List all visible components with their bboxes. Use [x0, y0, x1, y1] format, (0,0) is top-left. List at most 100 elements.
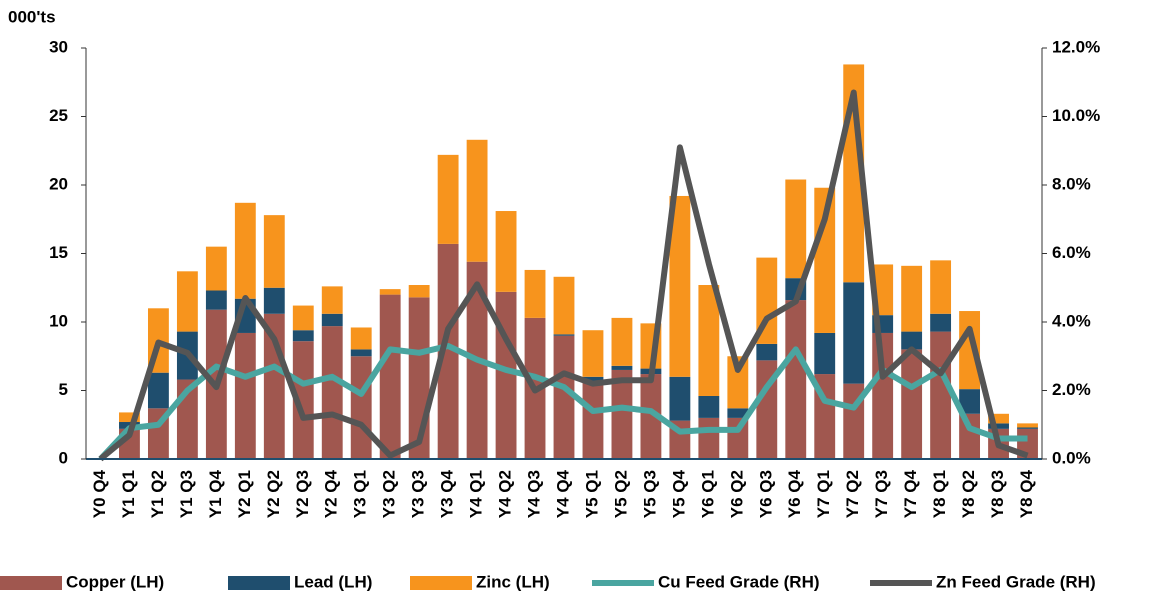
- x-tick-label: Y6 Q1: [698, 470, 717, 518]
- bar-segment: [582, 376, 604, 383]
- x-tick-label: Y8 Q2: [959, 470, 978, 518]
- bar-segment: [930, 313, 952, 332]
- y-tick-label: 10: [49, 311, 68, 330]
- bar-segment: [582, 330, 604, 377]
- x-tick-label: Y3 Q1: [351, 470, 370, 518]
- legend-swatch: [0, 576, 62, 590]
- y-axis-label: 000'ts: [8, 7, 56, 26]
- legend-swatch: [410, 576, 472, 590]
- x-tick-label: Y6 Q4: [785, 469, 804, 518]
- bar-segment: [669, 195, 691, 377]
- x-tick-label: Y5 Q4: [669, 469, 688, 518]
- bar-segment: [147, 372, 169, 409]
- bar-segment: [466, 139, 488, 262]
- bar-segment: [437, 243, 459, 459]
- y2-tick-label: 6.0%: [1052, 243, 1091, 262]
- x-tick-label: Y2 Q2: [264, 470, 283, 518]
- bar-segment: [553, 335, 575, 459]
- bar-segment: [205, 290, 227, 310]
- x-tick-label: Y2 Q1: [235, 470, 254, 518]
- x-tick-label: Y8 Q4: [1017, 469, 1036, 518]
- bar-segment: [350, 327, 372, 350]
- bar-segment: [437, 154, 459, 244]
- bar-segment: [553, 334, 575, 336]
- bar-segment: [205, 246, 227, 291]
- y-tick-label: 30: [49, 37, 68, 56]
- line-series: [98, 342, 1028, 462]
- y2-tick-label: 10.0%: [1052, 106, 1100, 125]
- x-tick-label: Y1 Q3: [177, 470, 196, 518]
- bar-segment: [234, 202, 256, 299]
- x-tick-label: Y2 Q4: [322, 469, 341, 518]
- bar-segment: [292, 305, 314, 331]
- x-tick-label: Y7 Q1: [814, 470, 833, 518]
- legend-label: Zn Feed Grade (RH): [936, 572, 1096, 591]
- legend-label: Cu Feed Grade (RH): [658, 572, 820, 591]
- bar-segment: [350, 349, 372, 357]
- bar-segment: [698, 417, 720, 459]
- y2-tick-label: 4.0%: [1052, 311, 1091, 330]
- x-tick-label: Y7 Q3: [872, 470, 891, 518]
- x-tick-label: Y8 Q3: [988, 470, 1007, 518]
- bar-segment: [698, 285, 720, 396]
- bar-segment: [263, 215, 285, 288]
- bar-segment: [669, 376, 691, 421]
- x-tick-label: Y4 Q3: [525, 470, 544, 518]
- line-series: [98, 89, 1029, 462]
- bar-segment: [379, 294, 401, 459]
- y2-tick-label: 8.0%: [1052, 174, 1091, 193]
- x-tick-label: Y3 Q3: [409, 470, 428, 518]
- y-tick-label: 20: [49, 174, 68, 193]
- x-tick-label: Y5 Q1: [582, 470, 601, 518]
- x-tick-label: Y1 Q1: [119, 470, 138, 518]
- x-tick-label: Y8 Q1: [930, 470, 949, 518]
- bar-segment: [408, 285, 430, 298]
- bar-segment: [814, 332, 836, 375]
- x-tick-label: Y2 Q3: [293, 470, 312, 518]
- bar-segment: [495, 291, 517, 459]
- x-tick-label: Y3 Q2: [380, 470, 399, 518]
- x-tick-label: Y1 Q4: [206, 469, 225, 518]
- bar-segment: [524, 269, 546, 318]
- x-tick-label: Y4 Q1: [467, 470, 486, 518]
- bar-segment: [553, 276, 575, 335]
- bar-segment: [263, 287, 285, 314]
- bar-segment: [292, 341, 314, 459]
- x-tick-label: Y0 Q4: [90, 469, 109, 518]
- bar-segment: [872, 332, 894, 459]
- bar-segment: [988, 413, 1009, 424]
- bar-segment: [727, 356, 749, 409]
- y2-tick-label: 12.0%: [1052, 37, 1100, 56]
- x-tick-label: Y6 Q3: [756, 470, 775, 518]
- legend-label: Copper (LH): [66, 572, 164, 591]
- bar-segment: [611, 369, 633, 459]
- y-tick-label: 15: [49, 243, 68, 262]
- bar-segment: [843, 282, 865, 384]
- x-tick-label: Y4 Q2: [496, 470, 515, 518]
- bar-segment: [814, 187, 836, 333]
- bar-segment: [379, 289, 401, 295]
- legend-swatch: [228, 576, 290, 590]
- bar-segment: [1017, 427, 1038, 429]
- bar-segment: [698, 395, 720, 418]
- bar-segment: [321, 326, 343, 459]
- x-tick-label: Y6 Q2: [727, 470, 746, 518]
- y-tick-label: 5: [59, 380, 68, 399]
- x-tick-label: Y7 Q2: [843, 470, 862, 518]
- bar-segment: [321, 286, 343, 314]
- x-tick-label: Y1 Q2: [148, 470, 167, 518]
- bar-segment: [640, 374, 662, 459]
- y-tick-label: 25: [49, 106, 68, 125]
- y-tick-label: 0: [59, 448, 68, 467]
- bar-segment: [234, 332, 256, 459]
- legend-label: Lead (LH): [294, 572, 372, 591]
- bar-segment: [901, 265, 923, 332]
- x-tick-label: Y5 Q3: [640, 470, 659, 518]
- bar-segment: [901, 349, 923, 459]
- bar-segment: [959, 389, 981, 414]
- bar-segment: [495, 211, 517, 292]
- bar-segment: [1017, 423, 1038, 428]
- x-tick-label: Y5 Q2: [611, 470, 630, 518]
- bar-segment: [292, 330, 314, 342]
